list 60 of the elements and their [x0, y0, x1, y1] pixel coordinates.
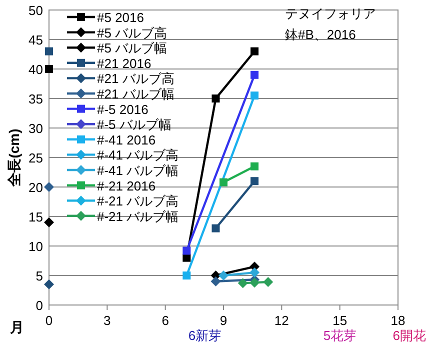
point	[45, 65, 53, 73]
point	[210, 276, 221, 286]
legend-label: #5 バルブ幅	[97, 40, 168, 56]
point	[182, 254, 191, 262]
text: 6新芽	[188, 328, 222, 343]
legend-label: #5 2016	[97, 10, 144, 25]
y-tick-label: 50	[28, 3, 43, 18]
y-tick-label: 5	[36, 268, 43, 284]
legend-label: #-21 2016	[97, 178, 156, 194]
legend-label: #-21 バルブ高	[97, 194, 179, 209]
text: 5花芽	[323, 328, 357, 343]
point	[218, 270, 228, 280]
point	[250, 92, 259, 100]
x-tick-label: 9	[220, 313, 228, 328]
x-tick-label: 3	[104, 313, 111, 328]
y-tick-label: 40	[28, 62, 43, 77]
point	[45, 47, 53, 56]
text: 6開花	[392, 328, 426, 343]
x-axis-title: 月	[9, 319, 24, 335]
legend-label: #-5 2016	[97, 102, 148, 117]
point	[250, 278, 260, 288]
point	[44, 217, 54, 228]
point	[238, 278, 248, 288]
point	[250, 177, 259, 186]
annotation: テヌイフォリア	[285, 6, 376, 21]
legend-label: #-5 バルブ幅	[97, 117, 172, 132]
y-tick-label: 10	[28, 239, 43, 254]
x-tick-label: 18	[390, 313, 406, 328]
y-axis-title: 全長(cm)	[6, 128, 22, 188]
y-tick-label: 35	[28, 92, 43, 106]
y-tick-label: 0	[36, 298, 43, 313]
point	[212, 94, 220, 102]
point	[182, 246, 191, 255]
point	[220, 178, 228, 186]
point	[250, 268, 260, 278]
point	[250, 47, 259, 56]
x-tick-label: 6	[162, 313, 169, 328]
y-tick-label: 20	[28, 180, 43, 195]
point	[182, 272, 191, 280]
y-tick-label: 30	[28, 121, 43, 136]
legend-label: #21 バルブ幅	[97, 86, 174, 102]
x-tick-label: 0	[45, 313, 53, 328]
x-tick-label: 15	[332, 313, 348, 328]
legend-label: #-41 2016	[97, 132, 156, 148]
point	[263, 276, 274, 287]
y-tick-label: 15	[28, 210, 43, 224]
point	[250, 162, 259, 170]
legend-label: #21 バルブ高	[97, 71, 174, 86]
point	[212, 224, 220, 232]
legend-label: #-41 バルブ高	[97, 148, 179, 163]
legend-label: #-21 バルブ幅	[97, 208, 179, 224]
y-tick-label: 45	[28, 32, 43, 48]
x-tick-label: 12	[274, 313, 289, 328]
point	[44, 182, 54, 192]
legend-label: #-41 バルブ幅	[97, 163, 179, 178]
legend-label: #21 2016	[97, 56, 152, 71]
point	[250, 70, 259, 79]
legend-label: #5 バルブ高	[97, 25, 168, 40]
annotation: 鉢#B、2016	[285, 27, 356, 42]
y-tick-label: 25	[28, 150, 43, 166]
